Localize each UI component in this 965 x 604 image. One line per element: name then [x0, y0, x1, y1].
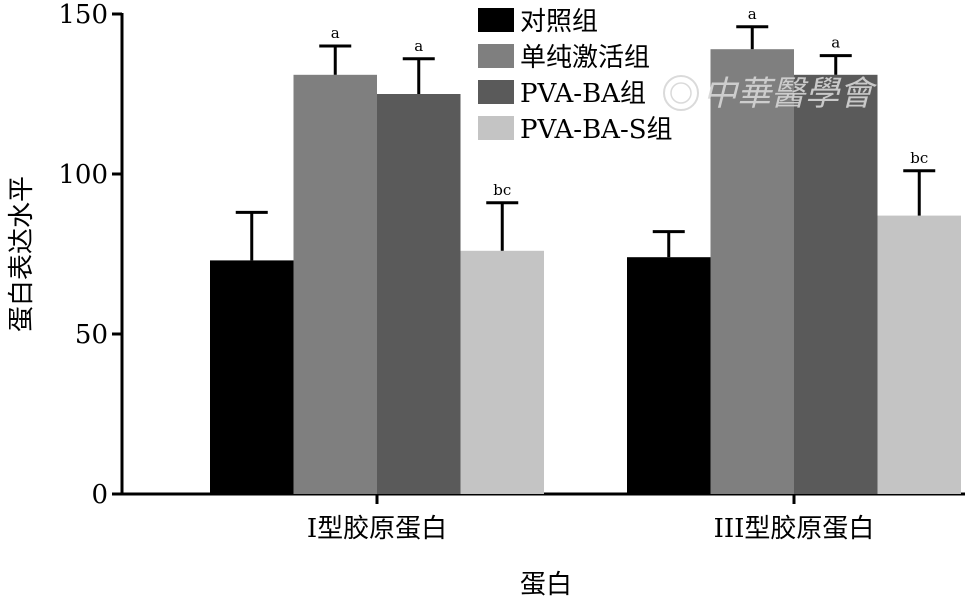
significance-label: bc	[910, 149, 928, 167]
significance-label: a	[831, 34, 840, 52]
y-tick-label: 100	[58, 160, 108, 190]
significance-label: a	[748, 5, 757, 23]
significance-label: bc	[493, 181, 511, 199]
legend-swatch	[478, 8, 514, 32]
significance-label: a	[331, 24, 340, 42]
legend-label: 单纯激活组	[520, 43, 650, 73]
y-tick-label: 150	[58, 0, 108, 30]
x-tick-label: Ⅰ型胶原蛋白	[307, 514, 447, 544]
significance-label: a	[414, 37, 423, 55]
y-axis-title: 蛋白表达水平	[7, 176, 37, 332]
bar-1-2	[627, 257, 711, 494]
error-bars	[235, 25, 936, 261]
legend-swatch	[478, 80, 514, 104]
legend-swatch	[478, 116, 514, 140]
watermark: 中華醫學會	[663, 74, 878, 114]
bar-4-2	[877, 215, 961, 494]
legend-swatch	[478, 44, 514, 68]
x-axis-title: 蛋白	[520, 570, 572, 600]
bar-2-1	[293, 74, 377, 495]
watermark-seal-inner	[670, 82, 692, 104]
bars	[210, 49, 961, 495]
bar-3-1	[377, 94, 461, 494]
bar-1-1	[210, 260, 294, 494]
watermark-logo-text: 中華醫學會	[703, 74, 878, 114]
watermark-seal-icon	[663, 75, 699, 111]
bar-2-2	[710, 49, 794, 494]
legend-label: 对照组	[520, 7, 598, 37]
x-tick-label: III型胶原蛋白	[714, 514, 875, 544]
y-tick-label: 0	[91, 480, 108, 510]
y-tick-label: 50	[75, 320, 108, 350]
significance-labels: a a a a bc bc	[331, 5, 928, 199]
bar-3-2	[794, 74, 878, 495]
legend-label: PVA-BA组	[520, 79, 646, 109]
legend-label: PVA-BA-S组	[520, 115, 673, 145]
bar-4-1	[460, 250, 544, 494]
